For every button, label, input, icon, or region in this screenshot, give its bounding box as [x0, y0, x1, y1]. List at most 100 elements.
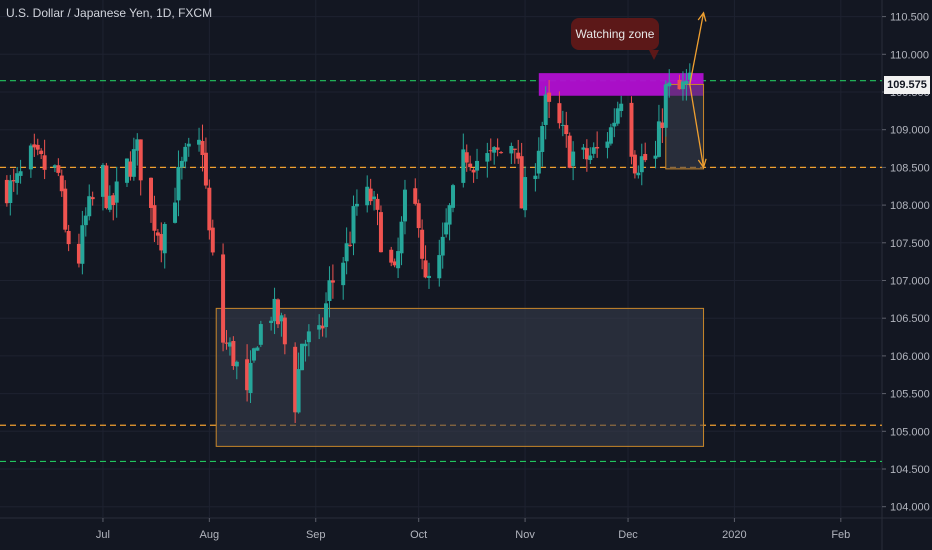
candle-body [293, 346, 298, 413]
candle-body [176, 166, 181, 201]
candle-body [114, 181, 119, 203]
candle-body [375, 198, 380, 210]
candle-body [296, 369, 301, 413]
y-tick-label: 109.000 [890, 125, 930, 137]
candle-body [354, 203, 359, 207]
support-zone [215, 307, 705, 447]
y-tick-label: 106.500 [890, 313, 930, 325]
candle-body [663, 84, 668, 128]
candle-body [155, 232, 160, 236]
candle-body [639, 156, 644, 173]
y-tick-label: 110.000 [890, 49, 929, 61]
candle-body [512, 148, 517, 150]
candle-body [605, 141, 610, 148]
candle-body [76, 243, 81, 264]
candle-body [344, 243, 349, 262]
candle-body [378, 212, 383, 253]
y-tick-label: 108.000 [890, 200, 930, 212]
candle-body [485, 153, 490, 162]
candle-body [317, 325, 322, 330]
candle-body [591, 147, 596, 154]
candle-body [80, 225, 85, 264]
candle-body [351, 206, 356, 244]
candle-body [461, 149, 466, 183]
candle-body [451, 185, 456, 208]
candle-body [8, 180, 13, 204]
candle-body [324, 303, 329, 328]
candle-body [152, 205, 157, 231]
candle-body [426, 275, 431, 278]
candle-body [547, 92, 552, 102]
candle-body [107, 195, 112, 210]
candle-body [269, 320, 274, 323]
candle-body [523, 177, 528, 211]
candle-body [567, 135, 572, 168]
candle-body [348, 244, 353, 246]
y-tick-label: 106.000 [890, 351, 930, 363]
candle-body [437, 255, 442, 279]
x-tick-label: Sep [306, 529, 326, 541]
candle-body [615, 108, 620, 124]
x-axis[interactable]: Jul Aug Sep Oct Nov Dec 2020 Feb [96, 518, 850, 541]
candle-body [389, 249, 394, 263]
candle-body [149, 177, 154, 208]
candle-body [306, 331, 311, 343]
candle-body [680, 81, 685, 90]
x-tick-label: Dec [618, 529, 638, 541]
candle-body [128, 161, 133, 177]
candle-body [131, 149, 136, 177]
candle-body [413, 188, 418, 204]
target-zone [665, 83, 705, 170]
candle-body [440, 236, 445, 256]
candle-body [629, 102, 634, 157]
candle-body [608, 127, 613, 144]
candle-body [588, 155, 593, 161]
candle-body [138, 139, 143, 181]
candle-body [571, 151, 576, 166]
candle-body [533, 175, 538, 180]
watch-zone [538, 73, 704, 96]
candle-body [52, 165, 57, 168]
candle-body [444, 222, 449, 235]
candle-body [632, 154, 637, 174]
arrow-head [697, 158, 707, 169]
candle-body [104, 165, 109, 209]
candle-body [66, 230, 71, 245]
x-tick-label: Oct [410, 529, 427, 541]
y-tick-label: 107.000 [890, 275, 930, 287]
candle-body [464, 152, 469, 163]
watching-zone-callout: Watching zone [571, 18, 659, 60]
candle-body [330, 280, 335, 283]
candle-body [612, 122, 617, 127]
candle-body [224, 342, 229, 344]
y-tick-label: 110.500 [890, 12, 929, 24]
candle-body [39, 150, 44, 155]
y-axis[interactable]: 110.500110.000109.500109.000108.500108.0… [882, 12, 930, 514]
candle-body [536, 150, 541, 174]
candle-body [42, 155, 47, 170]
candle-body [564, 125, 569, 135]
candle-body [660, 122, 665, 129]
x-tick-label: Aug [200, 529, 220, 541]
candle-body [396, 251, 401, 269]
candle-body [245, 359, 250, 391]
candle-body [557, 103, 562, 124]
y-tick-label: 107.500 [890, 238, 930, 250]
candle-body [135, 139, 140, 151]
y-tick-label: 105.000 [890, 426, 930, 438]
candle-body [341, 262, 346, 286]
candle-body [423, 260, 428, 278]
candle-body [231, 341, 236, 366]
candle-body [643, 153, 648, 161]
candle-body [495, 147, 500, 150]
candle-body [368, 188, 373, 202]
candle-body [560, 124, 565, 126]
candle-body [595, 146, 600, 149]
candle-body [282, 317, 287, 345]
candle-body [59, 175, 64, 192]
candle-body [499, 152, 504, 154]
candle-body [87, 196, 92, 217]
candle-body [4, 179, 9, 204]
candle-body [636, 172, 641, 176]
